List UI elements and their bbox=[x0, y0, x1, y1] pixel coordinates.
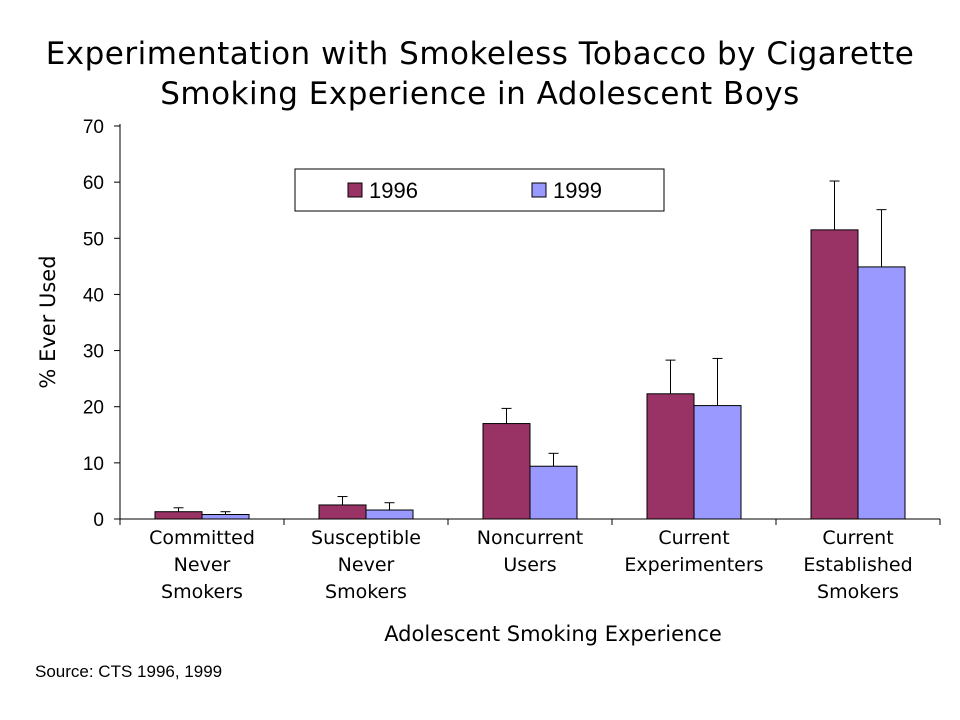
x-category-label-line: Established bbox=[803, 554, 912, 576]
x-category-label-line: Susceptible bbox=[311, 527, 421, 549]
y-tick-label: 30 bbox=[83, 342, 104, 363]
x-category-label-line: Smokers bbox=[325, 581, 407, 603]
y-tick-label: 60 bbox=[83, 173, 104, 194]
x-category-label: Committed Never Smokers bbox=[149, 527, 255, 603]
x-category-label: Current Experimenters bbox=[624, 527, 763, 576]
x-category-label-line: Committed bbox=[149, 527, 255, 549]
y-axis-title: % Ever Used bbox=[36, 255, 60, 388]
x-axis-title: Adolescent Smoking Experience bbox=[384, 622, 722, 646]
legend-label-1996: 1996 bbox=[369, 178, 418, 203]
bar-1996-0 bbox=[154, 511, 203, 520]
chart-title-line-1: Experimentation with Smokeless Tobacco b… bbox=[45, 36, 915, 72]
bar-1999-3 bbox=[693, 405, 742, 520]
chart-title-line-2: Smoking Experience in Adolescent Boys bbox=[160, 76, 800, 112]
chart-title: Experimentation with Smokeless Tobacco b… bbox=[0, 34, 960, 114]
x-category-label-line: Noncurrent bbox=[477, 527, 583, 549]
x-category-label: Current Established Smokers bbox=[803, 527, 912, 603]
legend: 1996 1999 bbox=[294, 168, 665, 212]
bar-1999-4 bbox=[857, 266, 906, 520]
x-category-label-line: Never bbox=[174, 554, 231, 576]
legend-swatch-1996 bbox=[347, 182, 363, 198]
y-tick-label: 0 bbox=[93, 510, 104, 531]
legend-swatch-1999 bbox=[531, 182, 547, 198]
source-note: Source: CTS 1996, 1999 bbox=[35, 662, 223, 681]
bar-1996-1 bbox=[318, 504, 367, 520]
x-category-label-line: Current bbox=[658, 527, 729, 549]
bar-1996-2 bbox=[482, 423, 531, 520]
bar-1996-4 bbox=[810, 229, 859, 520]
x-category-label-line: Experimenters bbox=[624, 554, 763, 576]
x-category-label: Noncurrent Users bbox=[477, 527, 583, 576]
bar-1999-1 bbox=[365, 509, 414, 520]
x-category-label-line: Never bbox=[338, 554, 395, 576]
y-tick-label: 20 bbox=[83, 398, 104, 419]
y-tick-label: 50 bbox=[83, 229, 104, 250]
x-category-label-line: Smokers bbox=[161, 581, 243, 603]
x-category-label-line: Smokers bbox=[817, 581, 899, 603]
x-category-label-line: Users bbox=[503, 554, 556, 576]
legend-box bbox=[294, 168, 665, 212]
bar-1996-3 bbox=[646, 393, 695, 520]
x-category-label: Susceptible Never Smokers bbox=[311, 527, 421, 603]
legend-label-1999: 1999 bbox=[553, 178, 602, 203]
y-tick-label: 10 bbox=[83, 454, 104, 475]
y-tick-label: 70 bbox=[83, 117, 104, 138]
bar-1999-2 bbox=[529, 465, 578, 520]
x-category-label-line: Current bbox=[822, 527, 893, 549]
y-tick-label: 40 bbox=[83, 285, 104, 306]
bar-1999-0 bbox=[201, 514, 250, 520]
